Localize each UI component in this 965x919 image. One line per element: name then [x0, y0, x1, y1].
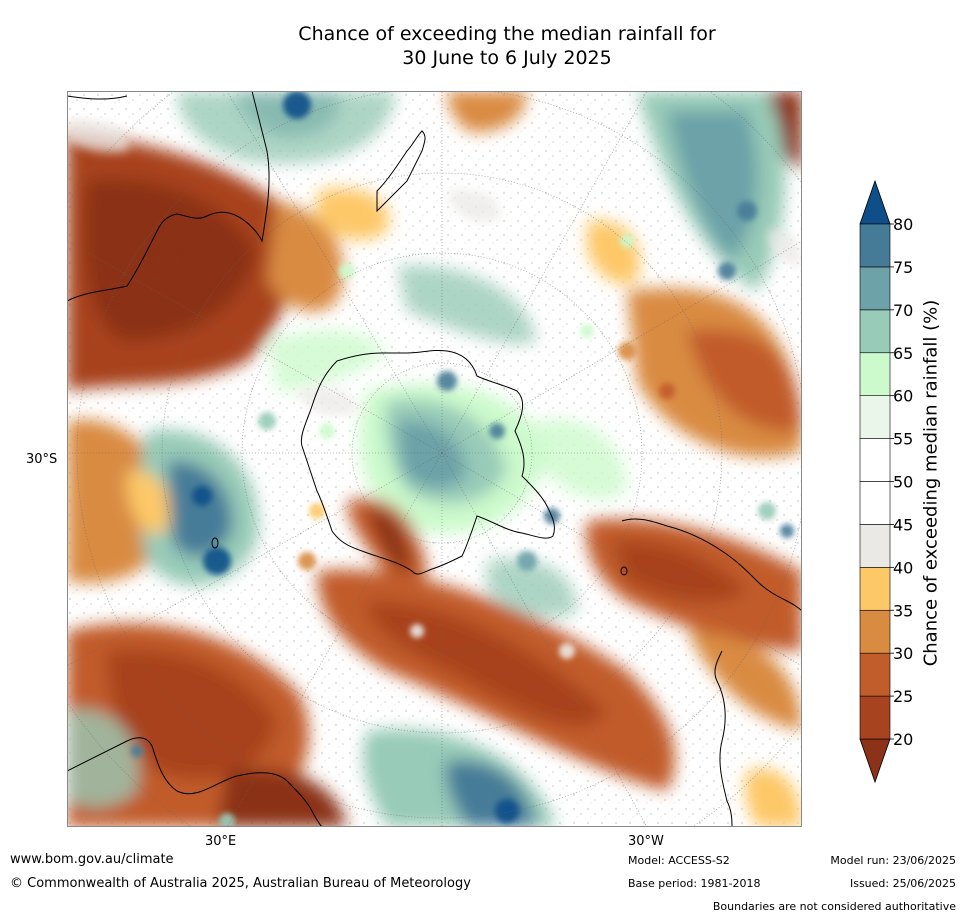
colorbar-label: Chance of exceeding median rainfall (%) — [920, 299, 942, 667]
colorbar-tick-label: 45 — [893, 515, 913, 534]
footer-model-run: Model run: 23/06/2025 — [830, 854, 956, 867]
colorbar-band — [859, 609, 891, 654]
colorbar-extend-high — [859, 179, 891, 225]
colorbar-extend-low — [859, 738, 891, 784]
colorbar-tick-label: 25 — [893, 687, 913, 706]
colorbar-tick-label: 80 — [893, 215, 913, 234]
footer-website[interactable]: www.bom.gov.au/climate — [10, 852, 174, 867]
footer-model: Model: ACCESS-S2 — [628, 854, 730, 867]
colorbar-band — [859, 652, 891, 697]
colorbar-tick-label: 70 — [893, 301, 913, 320]
map-title: Chance of exceeding the median rainfall … — [0, 22, 965, 70]
colorbar-tick-label: 75 — [893, 258, 913, 277]
map-svg — [67, 91, 802, 827]
coastline-antarctica — [300, 349, 555, 575]
lon-label-30w: 30°W — [628, 834, 664, 849]
colorbar-band — [859, 352, 891, 396]
lat-label-30s: 30°S — [26, 452, 58, 467]
coastline-island — [211, 537, 219, 549]
colorbar-tick-label: 60 — [893, 387, 913, 406]
colorbar-tick-label: 20 — [893, 730, 913, 749]
colorbar-band — [859, 695, 891, 740]
rainfall-map[interactable] — [67, 91, 802, 827]
footer-disclaimer: Boundaries are not considered authoritat… — [712, 900, 956, 913]
colorbar-band — [859, 567, 891, 611]
footer-base-period: Base period: 1981-2018 — [628, 877, 761, 890]
colorbar-band — [859, 438, 891, 482]
colorbar-tick-label: 65 — [893, 344, 913, 363]
near-median-shading — [67, 120, 802, 416]
colorbar-svg: 20 25 30 35 40 45 50 55 60 65 70 75 80 — [859, 179, 913, 784]
colorbar-band — [859, 223, 891, 268]
coastline-island — [620, 566, 628, 576]
colorbar-band — [859, 309, 891, 354]
graticule — [67, 91, 802, 827]
colorbar-band — [859, 481, 891, 525]
colorbar: 20 25 30 35 40 45 50 55 60 65 70 75 80 — [855, 179, 965, 790]
coastline-south-america — [621, 518, 802, 827]
rainfall-shading-fine — [107, 91, 794, 827]
title-line-2: 30 June to 6 July 2025 — [402, 47, 612, 69]
coastline-australia — [67, 91, 270, 302]
colorbar-band — [859, 266, 891, 311]
coastline-new-guinea — [67, 95, 128, 100]
footer-copyright: © Commonwealth of Australia 2025, Austra… — [10, 876, 471, 891]
coastline-africa — [67, 737, 323, 827]
colorbar-tick-label: 35 — [893, 601, 913, 620]
colorbar-band — [859, 395, 891, 439]
colorbar-band — [859, 524, 891, 568]
colorbar-tick-label: 30 — [893, 644, 913, 663]
colorbar-tick-label: 55 — [893, 430, 913, 449]
title-line-1: Chance of exceeding the median rainfall … — [298, 23, 716, 45]
map-border — [67, 91, 802, 827]
footer-issued: Issued: 25/06/2025 — [849, 877, 956, 890]
colorbar-tick-label: 50 — [893, 473, 913, 492]
coastline-new-zealand — [376, 130, 426, 213]
coastlines — [67, 91, 802, 827]
colorbar-tick-label: 40 — [893, 558, 913, 577]
lon-label-30e: 30°E — [205, 834, 237, 849]
